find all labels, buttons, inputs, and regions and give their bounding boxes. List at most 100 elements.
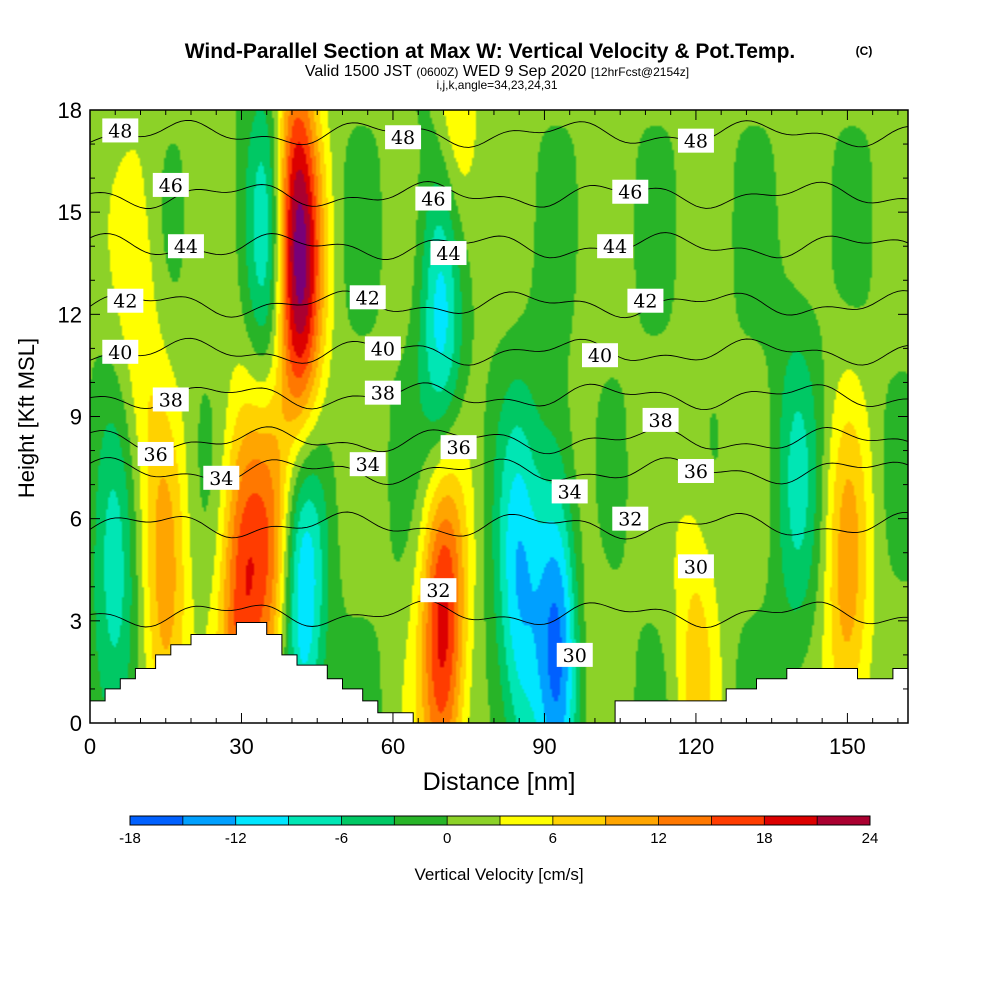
contour-label: 32 — [612, 506, 649, 531]
y-tick-label: 0 — [70, 711, 82, 736]
svg-text:32: 32 — [426, 580, 450, 602]
svg-text:46: 46 — [159, 175, 183, 197]
contour-label: 38 — [152, 387, 189, 412]
colorbar-swatch — [130, 816, 183, 825]
subtitle-fcst: [12hrFcst@2154z] — [591, 65, 689, 79]
y-tick-label: 12 — [58, 302, 82, 327]
svg-text:46: 46 — [421, 189, 445, 211]
y-tick-label: 3 — [70, 609, 82, 634]
contour-label: 34 — [551, 479, 588, 504]
y-tick-label: 18 — [58, 98, 82, 123]
colorbar-swatch — [658, 816, 712, 825]
svg-text:42: 42 — [633, 291, 657, 313]
svg-text:36: 36 — [144, 444, 168, 466]
svg-text:34: 34 — [209, 468, 233, 490]
contour-label: 42 — [349, 285, 386, 310]
colorbar-tick-label: 6 — [549, 830, 557, 847]
contour-label: 44 — [597, 234, 634, 259]
y-tick-label: 15 — [58, 200, 82, 225]
svg-text:30: 30 — [563, 645, 587, 667]
chart-title-mark: (C) — [856, 44, 873, 58]
theta-contour-48 — [90, 119, 908, 148]
colorbar-swatch — [394, 816, 448, 825]
colorbar-tick-label: 18 — [756, 830, 773, 847]
colorbar-swatch — [288, 816, 342, 825]
colorbar-tick-label: 12 — [650, 830, 667, 847]
svg-text:42: 42 — [356, 287, 380, 309]
svg-text:44: 44 — [603, 236, 627, 258]
svg-text:46: 46 — [618, 182, 642, 204]
chart-subtitle: Valid 1500 JST (0600Z) WED 9 Sep 2020 [1… — [305, 63, 689, 80]
colorbar-swatch — [552, 816, 606, 825]
svg-text:48: 48 — [391, 127, 415, 149]
theta-contour-40 — [90, 337, 908, 366]
x-tick-label: 60 — [381, 734, 405, 759]
subtitle-valid: Valid 1500 JST — [305, 63, 413, 80]
contour-label: 36 — [440, 435, 477, 460]
theta-contour-42 — [90, 290, 908, 319]
svg-text:40: 40 — [108, 342, 132, 364]
theta-contour-32 — [90, 511, 908, 540]
plot-area: 48 48 48 46 46 46 44 44 44 42 42 42 40 40 40 38 38 38 36 36… — [90, 110, 908, 723]
chart-title: Wind-Parallel Section at Max W: Vertical… — [185, 40, 796, 63]
svg-text:30: 30 — [684, 556, 708, 578]
contour-label: 42 — [107, 288, 144, 313]
chart-subtitle-indices: i,j,k,angle=34,23,24,31 — [436, 78, 557, 92]
contour-label: 30 — [556, 642, 593, 667]
svg-text:48: 48 — [108, 120, 132, 142]
contour-label: 48 — [677, 128, 714, 153]
svg-text:38: 38 — [371, 383, 395, 405]
vertical-velocity-field — [90, 110, 908, 723]
contour-label: 42 — [627, 288, 664, 313]
colorbar-swatch — [711, 816, 765, 825]
colorbar-swatch — [817, 816, 870, 825]
contour-label: 32 — [420, 578, 457, 603]
colorbar-tick-label: -18 — [119, 830, 141, 847]
colorbar-swatch — [447, 816, 500, 825]
svg-text:44: 44 — [174, 236, 198, 258]
svg-text:38: 38 — [648, 410, 672, 432]
svg-text:42: 42 — [113, 291, 137, 313]
svg-text:34: 34 — [356, 454, 380, 476]
contour-label: 30 — [677, 554, 714, 579]
svg-text:40: 40 — [371, 338, 395, 360]
theta-contour-38 — [90, 382, 908, 411]
contour-label: 40 — [364, 336, 401, 361]
potential-temperature-contours — [90, 119, 908, 629]
theta-contour-46 — [90, 181, 908, 209]
svg-text:36: 36 — [447, 437, 471, 459]
colorbar: -18 -12 -6 0 6 12 18 24 — [119, 815, 878, 847]
contour-label: 40 — [581, 343, 618, 368]
subtitle-utc: (0600Z) — [416, 65, 458, 79]
contour-label: 48 — [385, 125, 422, 150]
colorbar-swatch — [235, 816, 289, 825]
colorbar-tick-label: -12 — [225, 830, 247, 847]
svg-text:44: 44 — [436, 243, 460, 265]
colorbar-swatch — [500, 816, 553, 825]
contour-label: 36 — [677, 458, 714, 483]
x-axis: 0 30 60 90 120 150 — [84, 110, 899, 759]
svg-text:48: 48 — [684, 131, 708, 153]
colorbar-swatch — [605, 816, 659, 825]
x-axis-label: Distance [nm] — [423, 768, 576, 796]
x-tick-label: 30 — [229, 734, 253, 759]
svg-text:38: 38 — [159, 389, 183, 411]
contour-label: 46 — [152, 172, 189, 197]
contour-labels: 48 48 48 46 46 46 44 44 44 42 42 42 40 40 40 38 38 38 36 36… — [102, 118, 714, 667]
x-tick-label: 90 — [532, 734, 556, 759]
contour-label: 46 — [415, 186, 452, 211]
contour-label: 40 — [102, 339, 139, 364]
y-tick-label: 9 — [70, 405, 82, 430]
terrain-mask — [90, 622, 908, 723]
contour-label: 38 — [364, 380, 401, 405]
contour-label: 38 — [642, 407, 679, 432]
colorbar-tick-label: -6 — [335, 830, 348, 847]
contour-label: 48 — [102, 118, 139, 143]
colorbar-label: Vertical Velocity [cm/s] — [414, 865, 583, 884]
theta-contour-36 — [90, 426, 908, 455]
svg-text:36: 36 — [684, 461, 708, 483]
y-tick-label: 6 — [70, 507, 82, 532]
svg-text:40: 40 — [588, 345, 612, 367]
contour-label: 34 — [203, 465, 240, 490]
